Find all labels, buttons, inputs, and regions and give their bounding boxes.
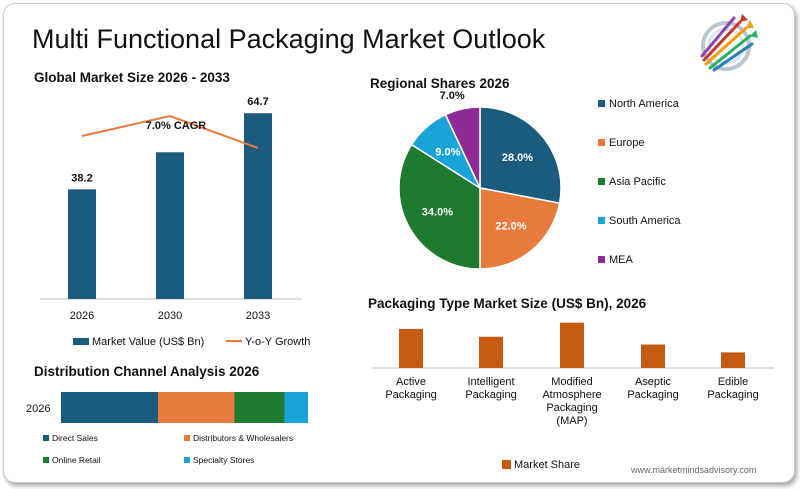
packaging-tick-label-4-1: Packaging [707, 389, 758, 401]
regional-shares-chart-title: Regional Shares 2026 [370, 76, 510, 91]
distribution-segment-online-retail [234, 392, 285, 423]
pie-legend-label-north-america: North America [609, 98, 680, 110]
packaging-tick-label-0-0: Active [396, 376, 426, 388]
distribution-legend-swatch-specialty-stores [184, 457, 190, 463]
packaging-tick-label-1-1: Packaging [465, 389, 516, 401]
market-size-tick-label-2030: 2030 [158, 310, 182, 322]
packaging-tick-label-2-0: Modified [551, 376, 593, 388]
distribution-legend-swatch-distributors-wholesalers [184, 435, 190, 441]
market-size-chart-title: Global Market Size 2026 - 2033 [34, 70, 230, 85]
pie-legend-label-south-america: South America [609, 215, 681, 227]
growth-line [81, 114, 259, 149]
distribution-legend-swatch-online-retail [43, 457, 49, 463]
website-url: www.marketmindsadvisory.com [631, 465, 757, 475]
pie-data-label-europe: 22.0% [495, 220, 526, 232]
packaging-legend-swatch [502, 460, 511, 469]
pie-data-label-south-america: 9.0% [435, 147, 460, 159]
packaging-tick-label-3-1: Packaging [627, 389, 678, 401]
page-title: Multi Functional Packaging Market Outloo… [32, 24, 546, 54]
packaging-type-chart-title: Packaging Type Market Size (US$ Bn), 202… [368, 296, 647, 311]
cagr-annotation: 7.0% CAGR [146, 120, 207, 132]
pie-data-label-north-america: 28.0% [502, 152, 533, 164]
packaging-tick-label-3-0: Aseptic [635, 376, 672, 388]
distribution-category-label: 2026 [26, 403, 50, 415]
pie-legend-swatch-europe [598, 139, 605, 146]
packaging-bar-2 [560, 322, 584, 368]
pie-legend-swatch-asia-pacific [598, 178, 605, 185]
market-size-bar-2033 [244, 113, 272, 300]
packaging-bar-3 [641, 344, 665, 368]
distribution-legend-label-specialty-stores: Specialty Stores [193, 455, 254, 465]
packaging-tick-label-2-3: (MAP) [556, 415, 587, 427]
packaging-tick-label-4-0: Edible [718, 376, 749, 388]
pie-slice-europe [479, 187, 561, 270]
pie-data-label-mea: 7.0% [440, 90, 465, 102]
distribution-chart-title: Distribution Channel Analysis 2026 [34, 364, 260, 379]
packaging-tick-label-2-1: Atmosphere [542, 389, 601, 401]
market-size-value-label-2026: 38.2 [71, 172, 92, 184]
packaging-tick-label-1-0: Intelligent [467, 376, 514, 388]
distribution-legend-label-distributors-wholesalers: Distributors & Wholesalers [193, 433, 293, 443]
packaging-bar-1 [479, 336, 503, 368]
distribution-legend-swatch-direct-sales [43, 435, 49, 441]
infographic-card: Multi Functional Packaging Market Outloo… [3, 3, 795, 483]
pie-legend-label-europe: Europe [609, 137, 644, 149]
distribution-legend-label-online-retail: Online Retail [52, 455, 101, 465]
charts-canvas: 38.2 2026 2030 64.7 2033 7.0% CAGR Market Valu… [26, 90, 774, 471]
legend-swatch-market-value [73, 338, 89, 345]
pie-data-label-asia-pacific: 34.0% [422, 206, 453, 218]
distribution-segment-direct-sales [61, 392, 159, 423]
pie-legend-label-mea: MEA [609, 254, 634, 266]
market-size-tick-label-2026: 2026 [70, 310, 94, 322]
pie-legend-swatch-north-america [598, 100, 605, 107]
packaging-bar-4 [721, 352, 745, 368]
market-size-tick-label-2033: 2033 [246, 310, 270, 322]
legend-label-growth: Y-o-Y Growth [245, 336, 310, 348]
packaging-legend-label: Market Share [514, 459, 580, 471]
packaging-bar-0 [399, 328, 423, 368]
packaging-tick-label-0-1: Packaging [385, 389, 436, 401]
pie-legend-label-asia-pacific: Asia Pacific [609, 176, 666, 188]
distribution-segment-distributors-wholesalers [158, 392, 235, 423]
distribution-legend-label-direct-sales: Direct Sales [52, 433, 98, 443]
pie-legend-swatch-south-america [598, 217, 605, 224]
pie-slice-mea [444, 106, 481, 189]
pie-slice-north-america [479, 106, 562, 205]
market-size-value-label-2033: 64.7 [247, 96, 268, 108]
legend-label-market-value: Market Value (US$ Bn) [92, 336, 204, 348]
market-size-bar-2026 [68, 189, 96, 299]
distribution-segment-specialty-stores [284, 392, 308, 423]
market-size-bar-2030 [156, 152, 184, 299]
pie-legend-swatch-mea [598, 256, 605, 263]
packaging-tick-label-2-2: Packaging [546, 402, 597, 414]
